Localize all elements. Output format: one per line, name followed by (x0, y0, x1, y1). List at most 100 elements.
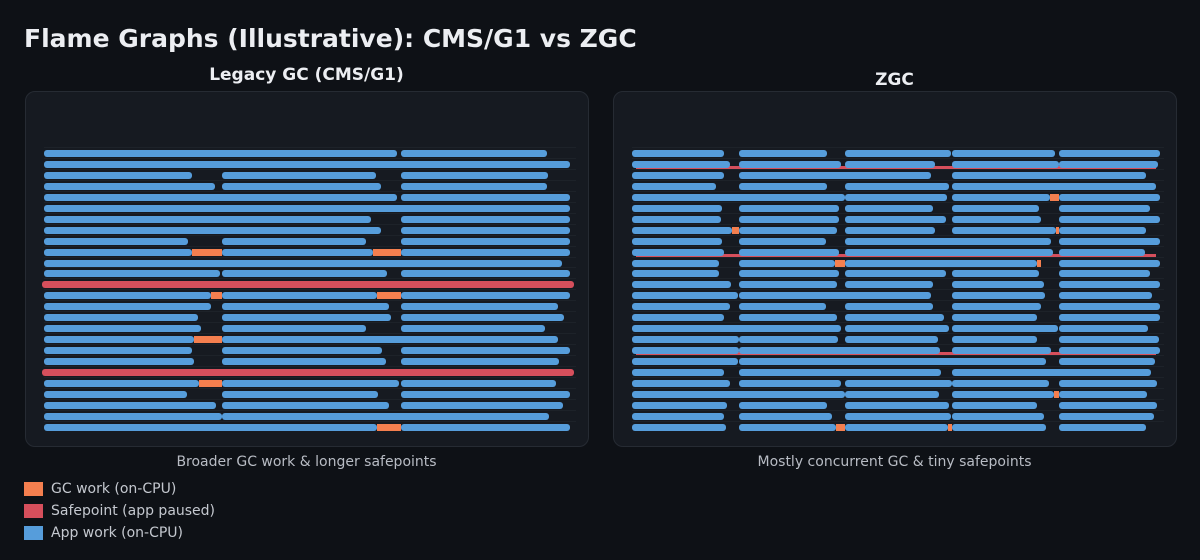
app-work-segment (845, 193, 947, 201)
safepoint-segment (636, 165, 1156, 170)
safepoint-swatch-icon (24, 504, 43, 518)
flame-row (632, 190, 1164, 203)
app-work-segment (951, 171, 1147, 179)
gc-work-segment (1055, 226, 1059, 234)
flame-row (632, 420, 1164, 433)
app-work-segment (951, 347, 1052, 355)
flame-row (632, 201, 1164, 214)
flame-row (44, 223, 576, 236)
app-work-segment (951, 182, 1156, 190)
app-work-segment (1058, 150, 1160, 157)
legend-item-gc: GC work (on-CPU) (24, 478, 215, 500)
app-work-segment (44, 150, 398, 157)
app-work-segment (951, 160, 1059, 168)
app-work-segment (632, 358, 738, 366)
app-work-segment (845, 237, 1052, 245)
app-work-segment (632, 270, 720, 278)
app-work-segment (1058, 215, 1160, 223)
app-work-segment (845, 204, 933, 212)
app-work-segment (632, 336, 739, 344)
gc-work-segment (210, 292, 223, 300)
app-work-segment (44, 193, 398, 201)
app-work-segment (44, 226, 382, 234)
app-work-segment (401, 248, 570, 256)
app-work-segment (1058, 379, 1157, 387)
app-work-segment (401, 182, 547, 190)
app-work-segment (1058, 314, 1160, 322)
app-work-segment (951, 401, 1038, 409)
app-work-segment (401, 215, 570, 223)
flame-row (632, 322, 1164, 334)
gc-work-segment (835, 423, 846, 431)
app-work-segment (632, 379, 730, 387)
app-work-segment (632, 347, 739, 355)
flame-row (632, 212, 1164, 225)
app-work-segment (632, 160, 730, 168)
flame-row (44, 409, 576, 422)
app-work-segment (222, 171, 377, 179)
legend-label: Safepoint (app paused) (51, 503, 216, 519)
flame-row (632, 300, 1164, 312)
app-work-segment (222, 347, 383, 355)
legacy-panel-title: Legacy GC (CMS/G1) (209, 65, 404, 85)
safepoint-segment (41, 281, 575, 289)
gc-work-segment (834, 259, 846, 267)
app-work-segment (738, 160, 841, 168)
app-work-segment (738, 423, 836, 431)
app-work-segment (44, 270, 220, 278)
app-work-segment (632, 423, 726, 431)
app-work-segment (738, 314, 838, 322)
app-work-segment (951, 336, 1038, 344)
app-work-segment (1058, 336, 1159, 344)
app-work-segment (845, 248, 1053, 256)
gc-work-segment (194, 336, 223, 344)
app-work-segment (738, 226, 838, 234)
app-work-segment (44, 336, 195, 344)
app-work-segment (845, 270, 947, 278)
app-work-segment (738, 215, 840, 223)
app-work-segment (632, 390, 846, 398)
app-work-segment (222, 248, 374, 256)
flame-row (632, 256, 1164, 269)
legacy-caption: Broader GC work & longer safepoints (176, 454, 437, 470)
app-work-segment (738, 248, 839, 256)
flame-row (44, 344, 576, 356)
app-work-segment (632, 314, 725, 322)
flame-row (632, 333, 1164, 345)
app-work-segment (738, 281, 838, 289)
app-work-segment (951, 204, 1039, 212)
flame-row (41, 366, 576, 378)
app-work-segment (44, 325, 202, 333)
app-work-segment (738, 150, 828, 157)
app-work-segment (845, 215, 947, 223)
app-work-segment (632, 412, 725, 420)
app-work-segment (738, 259, 835, 267)
app-work-segment (222, 401, 390, 409)
legacy-flamegraph-plot (41, 147, 576, 438)
flame-row (44, 168, 576, 181)
app-work-segment (1058, 303, 1160, 311)
app-work-segment (738, 292, 932, 300)
legend: GC work (on-CPU) Safepoint (app paused) … (24, 478, 215, 544)
app-work-segment (1058, 237, 1160, 245)
flame-row (44, 398, 576, 411)
app-work-segment (44, 182, 215, 190)
app-work-segment (1058, 325, 1148, 333)
app-work-segment (738, 369, 942, 376)
zgc-flamegraph-panel (613, 91, 1177, 447)
flame-row (44, 333, 576, 345)
flame-row (41, 278, 576, 290)
app-work-segment (738, 336, 839, 344)
app-work-segment (632, 182, 717, 190)
flame-row (632, 267, 1164, 279)
app-work-segment (222, 303, 390, 311)
app-work-segment (1058, 160, 1158, 168)
app-work-segment (632, 226, 733, 234)
gc-work-segment (198, 379, 223, 387)
app-work-segment (951, 303, 1041, 311)
flame-row (632, 179, 1164, 192)
app-work-segment (44, 314, 198, 322)
app-work-segment (951, 412, 1045, 420)
flame-row (632, 168, 1164, 181)
app-work-segment (738, 171, 932, 179)
